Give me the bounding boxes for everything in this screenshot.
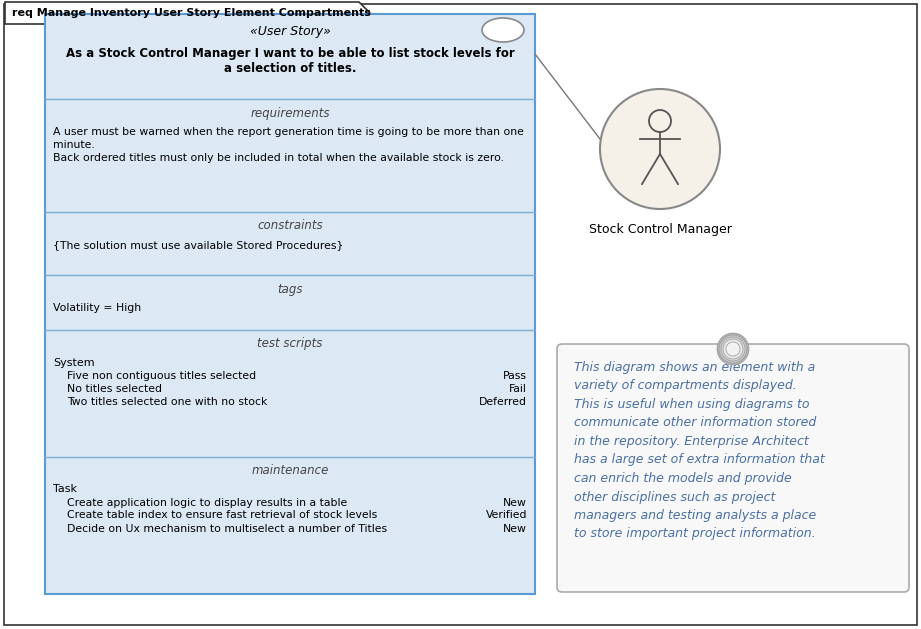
Text: Back ordered titles must only be included in total when the available stock is z: Back ordered titles must only be include… (53, 153, 504, 163)
Text: This diagram shows an element with a
variety of compartments displayed.
This is : This diagram shows an element with a var… (574, 361, 824, 540)
Text: A user must be warned when the report generation time is going to be more than o: A user must be warned when the report ge… (53, 127, 524, 137)
Circle shape (717, 333, 749, 365)
Text: Create application logic to display results in a table: Create application logic to display resu… (67, 498, 347, 508)
Text: test scripts: test scripts (257, 338, 322, 350)
Text: Stock Control Manager: Stock Control Manager (589, 223, 731, 236)
Circle shape (719, 335, 747, 363)
Text: Verified: Verified (485, 511, 527, 521)
Text: requirements: requirements (251, 106, 330, 120)
Text: Deferred: Deferred (479, 397, 527, 407)
Circle shape (723, 339, 743, 359)
Text: constraints: constraints (257, 220, 323, 232)
Text: maintenance: maintenance (251, 464, 329, 477)
Text: Decide on Ux mechanism to multiselect a number of Titles: Decide on Ux mechanism to multiselect a … (67, 523, 387, 533)
Text: Create table index to ensure fast retrieval of stock levels: Create table index to ensure fast retrie… (67, 511, 378, 521)
Text: req Manage Inventory User Story Element Compartments: req Manage Inventory User Story Element … (12, 8, 371, 18)
Polygon shape (5, 2, 375, 24)
FancyBboxPatch shape (45, 14, 535, 594)
Text: Pass: Pass (503, 371, 527, 381)
Text: System: System (53, 358, 95, 368)
Text: New: New (503, 523, 527, 533)
Text: Volatility = High: Volatility = High (53, 303, 141, 313)
Ellipse shape (482, 18, 524, 42)
Text: tags: tags (277, 282, 303, 296)
Text: As a Stock Control Manager I want to be able to list stock levels for: As a Stock Control Manager I want to be … (65, 47, 514, 60)
Text: Task: Task (53, 484, 77, 494)
FancyBboxPatch shape (4, 4, 917, 625)
Circle shape (600, 89, 720, 209)
Text: New: New (503, 498, 527, 508)
Text: «User Story»: «User Story» (250, 25, 331, 38)
Text: minute.: minute. (53, 140, 95, 150)
Text: Five non contiguous titles selected: Five non contiguous titles selected (67, 371, 256, 381)
Text: Two titles selected one with no stock: Two titles selected one with no stock (67, 397, 267, 407)
Text: {The solution must use available Stored Procedures}: {The solution must use available Stored … (53, 240, 344, 250)
Circle shape (721, 337, 745, 361)
Text: No titles selected: No titles selected (67, 384, 162, 394)
Text: Fail: Fail (509, 384, 527, 394)
Circle shape (726, 342, 740, 356)
FancyBboxPatch shape (557, 344, 909, 592)
Text: a selection of titles.: a selection of titles. (224, 62, 356, 75)
